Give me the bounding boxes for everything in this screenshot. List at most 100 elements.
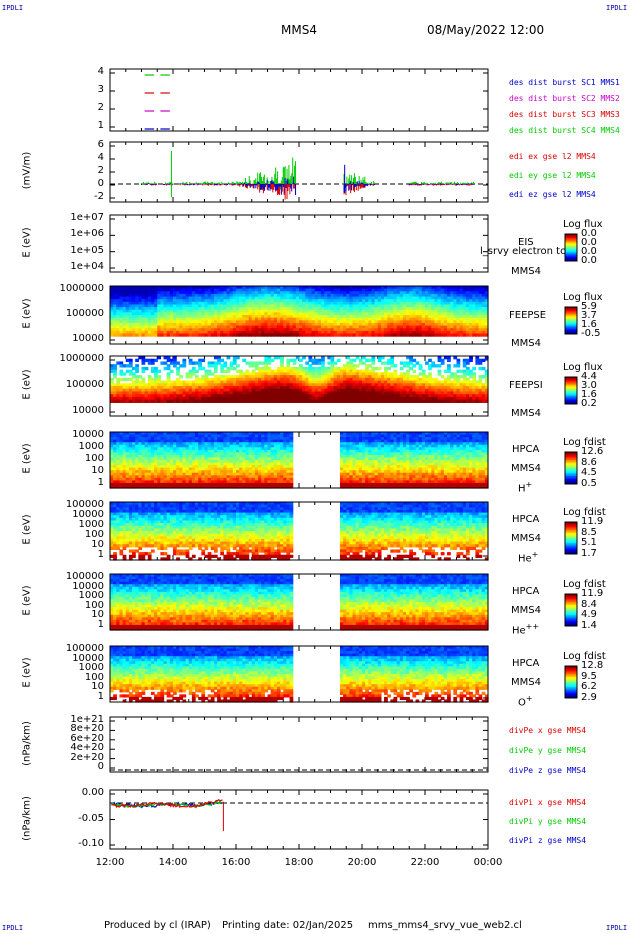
spectrogram-cell xyxy=(314,286,319,290)
spectrogram-cell xyxy=(440,325,445,329)
spectrogram-cell xyxy=(431,333,436,337)
spectrogram-cell xyxy=(365,325,369,329)
spectrogram-cell xyxy=(188,325,193,329)
colorbar-segment xyxy=(565,248,577,251)
spectrogram-cell xyxy=(425,296,429,300)
spectrogram-cell xyxy=(447,296,451,300)
spectrogram-cell xyxy=(418,309,423,313)
spectrogram-cell xyxy=(207,288,212,292)
spectrogram-cell xyxy=(213,383,218,387)
spectrogram-cell xyxy=(251,325,256,329)
spectrogram-cell xyxy=(346,361,350,365)
spectrogram-cell xyxy=(154,328,158,332)
spectrogram-cell xyxy=(286,309,291,313)
spectrogram-cell xyxy=(311,361,316,365)
spectrogram-cell xyxy=(138,356,143,360)
spectrogram-cell xyxy=(185,293,190,298)
spectrogram-cell xyxy=(258,380,262,384)
spectrogram-cell xyxy=(154,394,158,398)
spectrogram-cell xyxy=(299,320,303,324)
spectrogram-cell xyxy=(295,372,300,376)
colorbar-segment xyxy=(565,243,577,246)
spectrogram-cell xyxy=(450,325,454,329)
spectrogram-cell xyxy=(261,399,265,403)
spectrogram-cell xyxy=(217,394,221,398)
spectrogram-cell xyxy=(179,330,184,335)
spectrogram-cell xyxy=(333,361,338,365)
spectrogram-cell xyxy=(317,380,322,384)
spectrogram-cell xyxy=(273,388,278,393)
spectrogram-cell xyxy=(374,391,379,395)
spectrogram-cell xyxy=(418,317,423,321)
spectrogram-cell xyxy=(387,307,391,311)
spectrogram-cell xyxy=(352,322,357,327)
spectrogram-cell xyxy=(374,312,379,316)
spectrogram-cell xyxy=(333,386,338,390)
spectrogram-cell xyxy=(352,330,357,335)
spectrogram-cell xyxy=(346,299,350,303)
spectrogram-cell xyxy=(267,296,272,300)
spectrogram-cell xyxy=(371,328,376,332)
spectrogram-cell xyxy=(339,380,344,384)
spectrogram-cell xyxy=(409,304,413,308)
spectrogram-cell xyxy=(330,356,335,360)
spectrogram-cell xyxy=(459,307,464,311)
spectrogram-cell xyxy=(245,301,250,306)
spectrogram-cell xyxy=(195,291,199,295)
spectrogram-cell xyxy=(188,315,193,319)
spectrogram-cell xyxy=(311,304,316,308)
spectrogram-cell xyxy=(188,380,193,384)
spectrogram-cell xyxy=(150,301,155,306)
spectrogram-cell xyxy=(185,386,190,390)
spectrogram-cell xyxy=(459,309,464,313)
spectrogram-cell xyxy=(248,286,253,290)
spectrogram-cell xyxy=(160,307,165,311)
spectrogram-cell xyxy=(289,293,294,298)
spectrogram-cell xyxy=(355,394,360,398)
spectrogram-cell xyxy=(418,301,423,306)
spectrogram-cell xyxy=(280,291,284,295)
spectrogram-cell xyxy=(267,372,272,376)
spectrogram-cell xyxy=(355,317,360,321)
spectrogram-cell xyxy=(399,309,404,313)
spectrogram-cell xyxy=(251,293,256,298)
spectrogram-cell xyxy=(317,328,322,332)
spectrogram-cell xyxy=(437,286,442,290)
spectrogram-cell xyxy=(302,330,306,335)
spectrogram-cell xyxy=(299,364,303,368)
spectrogram-cell xyxy=(377,315,382,319)
spectrogram-cell xyxy=(232,391,237,395)
spectrogram-cell xyxy=(472,301,476,306)
spectrogram-cell xyxy=(380,293,385,298)
spectrogram-cell xyxy=(113,372,117,376)
spectrogram-cell xyxy=(437,320,442,324)
spectrogram-cell xyxy=(330,309,335,313)
spectrogram-cell xyxy=(173,293,177,298)
spectrogram-cell xyxy=(276,396,281,401)
spectrogram-cell xyxy=(113,286,117,290)
spectrogram-cell xyxy=(198,293,202,298)
spectrogram-cell xyxy=(213,299,218,303)
spectrogram-cell xyxy=(276,312,281,316)
spectrogram-cell xyxy=(236,333,240,337)
spectrogram-cell xyxy=(459,328,464,332)
spectrogram-cell xyxy=(478,296,483,300)
spectrogram-cell xyxy=(210,312,215,316)
spectrogram-cell xyxy=(380,330,385,335)
spectrogram-cell xyxy=(440,288,445,292)
spectrogram-cell xyxy=(226,299,231,303)
spectrogram-cell xyxy=(472,291,476,295)
spectrogram-cell xyxy=(418,299,423,303)
spectrogram-cell xyxy=(371,288,376,292)
spectrogram-cell xyxy=(141,286,146,290)
spectrogram-cell xyxy=(176,288,180,292)
spectrogram-cell xyxy=(339,286,344,290)
spectrogram-cell xyxy=(465,304,470,308)
spectrogram-cell xyxy=(421,330,426,335)
spectrogram-cell xyxy=(415,296,420,300)
spectrogram-cell xyxy=(226,380,231,384)
spectrogram-cell xyxy=(223,304,228,308)
spectrogram-cell xyxy=(166,383,171,387)
spectrogram-cell xyxy=(302,325,306,329)
spectrogram-cell xyxy=(390,386,395,390)
